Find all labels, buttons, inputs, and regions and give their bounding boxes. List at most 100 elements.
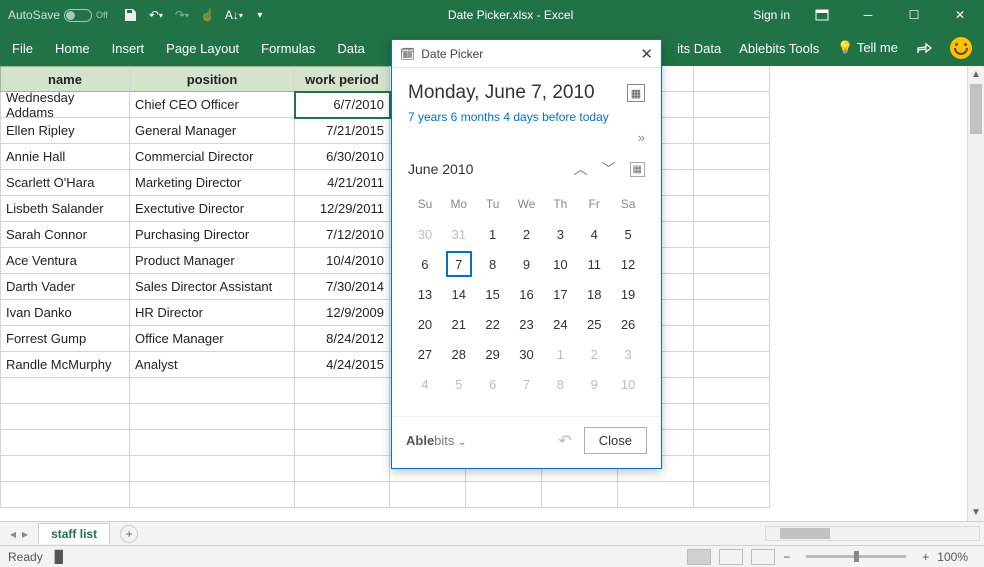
- calendar-day[interactable]: 3: [543, 219, 577, 249]
- calendar-day[interactable]: 10: [611, 369, 645, 399]
- blank-cell[interactable]: [694, 196, 770, 222]
- zoom-in-icon[interactable]: +: [922, 550, 929, 564]
- calendar-day[interactable]: 28: [442, 339, 476, 369]
- data-cell[interactable]: Sarah Connor: [0, 222, 130, 248]
- data-cell[interactable]: [130, 404, 295, 430]
- calendar-day[interactable]: 22: [476, 309, 510, 339]
- blank-cell[interactable]: [466, 482, 542, 508]
- save-icon[interactable]: [122, 7, 138, 23]
- data-cell[interactable]: Office Manager: [130, 326, 295, 352]
- calendar-day[interactable]: 5: [442, 369, 476, 399]
- data-cell[interactable]: Darth Vader: [0, 274, 130, 300]
- calendar-day[interactable]: 24: [543, 309, 577, 339]
- data-cell[interactable]: Marketing Director: [130, 170, 295, 196]
- data-cell[interactable]: 7/21/2015: [295, 118, 390, 144]
- calendar-day[interactable]: 15: [476, 279, 510, 309]
- data-cell[interactable]: 10/4/2010: [295, 248, 390, 274]
- calendar-day[interactable]: 7: [510, 369, 544, 399]
- tab-nav-next-icon[interactable]: ▸: [22, 527, 28, 541]
- data-cell[interactable]: Annie Hall: [0, 144, 130, 170]
- data-cell[interactable]: 12/9/2009: [295, 300, 390, 326]
- blank-cell[interactable]: [694, 300, 770, 326]
- data-cell[interactable]: Commercial Director: [130, 144, 295, 170]
- data-cell[interactable]: [130, 456, 295, 482]
- calendar-day[interactable]: 8: [476, 249, 510, 279]
- data-cell[interactable]: Product Manager: [130, 248, 295, 274]
- data-cell[interactable]: 4/21/2011: [295, 170, 390, 196]
- data-cell[interactable]: Exectutive Director: [130, 196, 295, 222]
- ablebits-brand[interactable]: Ablebits ⌄: [406, 433, 466, 448]
- today-icon[interactable]: ▦: [630, 162, 645, 177]
- data-cell[interactable]: 7/30/2014: [295, 274, 390, 300]
- data-cell[interactable]: Scarlett O'Hara: [0, 170, 130, 196]
- tab-formulas[interactable]: Formulas: [261, 41, 315, 56]
- data-cell[interactable]: [0, 482, 130, 508]
- calendar-day[interactable]: 2: [510, 219, 544, 249]
- ribbon-display-icon[interactable]: [808, 1, 836, 29]
- qat-customize-icon[interactable]: ▾: [252, 7, 268, 23]
- calendar-day[interactable]: 2: [577, 339, 611, 369]
- calendar-day[interactable]: 30: [408, 219, 442, 249]
- calendar-day[interactable]: 10: [543, 249, 577, 279]
- redo-icon[interactable]: ↷▾: [174, 7, 190, 23]
- blank-cell[interactable]: [694, 456, 770, 482]
- calendar-day[interactable]: 12: [611, 249, 645, 279]
- data-cell[interactable]: Ace Ventura: [0, 248, 130, 274]
- blank-cell[interactable]: [694, 170, 770, 196]
- calendar-day[interactable]: 27: [408, 339, 442, 369]
- data-cell[interactable]: General Manager: [130, 118, 295, 144]
- calendar-day[interactable]: 19: [611, 279, 645, 309]
- data-cell[interactable]: Lisbeth Salander: [0, 196, 130, 222]
- date-diff-link[interactable]: 7 years 6 months 4 days before today: [408, 110, 645, 124]
- calendar-day[interactable]: 4: [408, 369, 442, 399]
- signin-link[interactable]: Sign in: [753, 8, 790, 22]
- data-cell[interactable]: Chief CEO Officer: [130, 92, 295, 118]
- calendar-day[interactable]: 4: [577, 219, 611, 249]
- data-cell[interactable]: 6/7/2010: [295, 92, 390, 118]
- scroll-thumb[interactable]: [970, 84, 982, 134]
- blank-cell[interactable]: [542, 482, 618, 508]
- zoom-out-icon[interactable]: −: [783, 550, 790, 564]
- calendar-day[interactable]: 20: [408, 309, 442, 339]
- calendar-day[interactable]: 13: [408, 279, 442, 309]
- undo-pick-icon[interactable]: ↶: [558, 431, 571, 451]
- touch-mode-icon[interactable]: ☝: [200, 7, 216, 23]
- calendar-day[interactable]: 7: [442, 249, 476, 279]
- view-page-layout-icon[interactable]: [719, 549, 743, 565]
- data-cell[interactable]: Ellen Ripley: [0, 118, 130, 144]
- blank-cell[interactable]: [694, 352, 770, 378]
- data-cell[interactable]: [0, 378, 130, 404]
- data-cell[interactable]: [0, 404, 130, 430]
- scroll-down-icon[interactable]: ▼: [968, 504, 984, 521]
- data-cell[interactable]: [0, 430, 130, 456]
- blank-cell[interactable]: [694, 92, 770, 118]
- tab-ablebits-data[interactable]: its Data: [677, 41, 721, 56]
- calendar-day[interactable]: 17: [543, 279, 577, 309]
- calendar-day[interactable]: 21: [442, 309, 476, 339]
- calendar-day[interactable]: 31: [442, 219, 476, 249]
- sheet-tab-active[interactable]: staff list: [38, 523, 110, 544]
- macro-record-icon[interactable]: ▉: [55, 550, 64, 564]
- calendar-day[interactable]: 18: [577, 279, 611, 309]
- calendar-day[interactable]: 8: [543, 369, 577, 399]
- calendar-day[interactable]: 6: [476, 369, 510, 399]
- next-month-icon[interactable]: ﹀: [602, 159, 616, 179]
- calendar-day[interactable]: 16: [510, 279, 544, 309]
- calendar-day[interactable]: 11: [577, 249, 611, 279]
- view-page-break-icon[interactable]: [751, 549, 775, 565]
- prev-month-icon[interactable]: ︿: [574, 159, 588, 179]
- calendar-day[interactable]: 1: [543, 339, 577, 369]
- minimize-icon[interactable]: ─: [854, 1, 882, 29]
- data-cell[interactable]: [295, 456, 390, 482]
- close-icon[interactable]: ✕: [946, 1, 974, 29]
- data-cell[interactable]: [295, 378, 390, 404]
- data-cell[interactable]: HR Director: [130, 300, 295, 326]
- data-cell[interactable]: Analyst: [130, 352, 295, 378]
- calendar-day[interactable]: 5: [611, 219, 645, 249]
- sort-icon[interactable]: A↓▾: [226, 7, 242, 23]
- column-header[interactable]: position: [130, 66, 295, 92]
- maximize-icon[interactable]: ☐: [900, 1, 928, 29]
- share-icon[interactable]: [916, 40, 932, 57]
- data-cell[interactable]: 4/24/2015: [295, 352, 390, 378]
- calendar-day[interactable]: 1: [476, 219, 510, 249]
